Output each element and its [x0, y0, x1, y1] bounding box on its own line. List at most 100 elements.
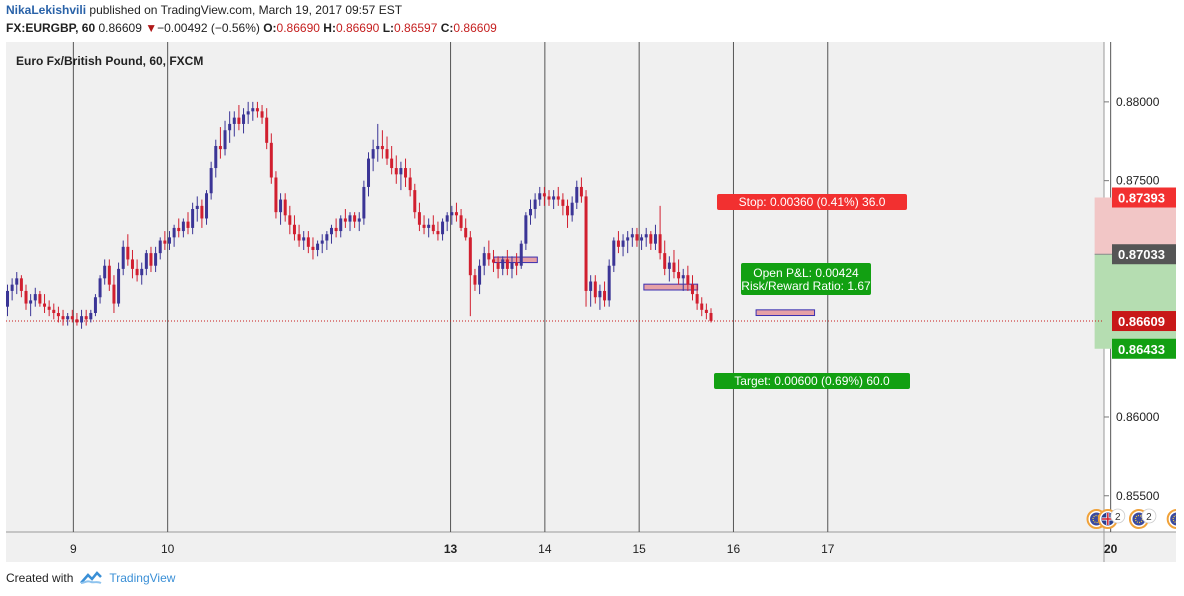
candle-body [228, 123, 232, 131]
candle-body [255, 108, 259, 112]
candle-body [269, 142, 273, 178]
candle-body [177, 227, 181, 232]
candle-body [195, 205, 199, 210]
price-tag-label: 0.87033 [1118, 247, 1165, 262]
chart-container[interactable]: 910131415161720212223240.880000.875000.8… [6, 42, 1184, 562]
chart-title: Euro Fx/British Pound, 60, FXCM [16, 54, 203, 68]
candle-body [66, 316, 70, 320]
price-tag-stop: 0.87393 [1112, 187, 1176, 208]
price-tag-entry: 0.87033 [1112, 244, 1176, 265]
stop-label: Stop: 0.00360 (0.41%) 36.0 [717, 194, 907, 210]
price-tag-bg [1112, 244, 1176, 265]
candle-body [112, 284, 116, 304]
candle-body [311, 246, 315, 250]
candle-body [237, 117, 241, 124]
low-value: 0.86597 [394, 21, 438, 35]
candle-body [251, 108, 255, 112]
candle-body [135, 268, 139, 276]
candle-body [98, 278, 102, 298]
candle-body [334, 227, 338, 232]
stop-label-text: Stop: 0.00360 (0.41%) 36.0 [739, 195, 886, 209]
price-tag-bg [1112, 187, 1176, 208]
candle-body [43, 303, 47, 307]
candle-body [459, 215, 463, 228]
candle-body [700, 303, 704, 310]
candle-body [616, 240, 620, 247]
candle-body [487, 253, 491, 260]
candle-body [61, 316, 65, 320]
candle-body [167, 237, 171, 244]
candle-body [445, 215, 449, 222]
candle-body [380, 145, 384, 150]
target-zone [1094, 254, 1184, 349]
symbol-label[interactable]: FX:EURGBP, 60 [6, 21, 96, 35]
eu-flag-icon [1166, 509, 1184, 529]
candle-body [172, 227, 176, 238]
stop-label-bg [717, 194, 907, 210]
symbol-info-line: FX:EURGBP, 60 0.86609 ▼−0.00492 (−0.56%)… [6, 21, 497, 35]
price-tag-label: 0.86433 [1118, 342, 1165, 357]
candle-body [394, 168, 398, 175]
candle-body [612, 240, 616, 266]
candle-body [6, 290, 9, 307]
x-tick-label: 20 [1104, 542, 1118, 556]
candle-body [653, 234, 657, 244]
candle-body [140, 268, 144, 276]
low-label: L: [382, 21, 395, 35]
candle-body [158, 240, 162, 254]
target-label-text: Target: 0.00600 (0.69%) 60.0 [734, 374, 890, 388]
candle-body [690, 284, 694, 295]
candle-body [408, 177, 412, 191]
price-chart[interactable]: 910131415161720212223240.880000.875000.8… [6, 42, 1184, 562]
price-tag-label: 0.87393 [1118, 191, 1165, 206]
candle-body [575, 186, 579, 203]
candle-body [491, 259, 495, 263]
candle-body [186, 221, 190, 228]
y-tick-label: 0.86000 [1116, 410, 1160, 424]
candle-body [75, 319, 79, 323]
candle-body [214, 145, 218, 169]
price-change: −0.00492 (−0.56%) [157, 21, 260, 35]
candle-body [80, 316, 84, 323]
candle-body [191, 209, 195, 228]
candle-body [242, 114, 246, 124]
candle-body [667, 262, 671, 269]
candle-body [431, 224, 435, 232]
candle-body [468, 237, 472, 276]
author-name[interactable]: NikaLekishvili [6, 3, 87, 17]
tradingview-logo-icon [80, 571, 103, 584]
candle-body [320, 240, 324, 244]
y-tick-label: 0.88000 [1116, 95, 1160, 109]
candle-body [357, 218, 361, 222]
candle-body [260, 111, 264, 118]
candle-body [436, 231, 440, 235]
candle-body [126, 246, 130, 260]
candle-body [677, 272, 681, 279]
candle-body [200, 205, 204, 219]
event-count: 2 [1115, 512, 1121, 523]
target-label: Target: 0.00600 (0.69%) 60.0 [714, 373, 910, 389]
candle-body [464, 227, 468, 238]
eu-flag-icon: 2 [1128, 508, 1157, 529]
candle-body [672, 262, 676, 273]
published-text: published on TradingView.com, March 19, … [89, 3, 403, 17]
candle-body [24, 290, 28, 304]
candle-body [223, 130, 227, 150]
candle-body [584, 196, 588, 291]
candle-body [316, 243, 320, 250]
candle-body [246, 111, 250, 115]
candle-body [302, 237, 306, 241]
candle-body [561, 199, 565, 206]
candle-body [404, 168, 408, 178]
pnl-label-line2: Risk/Reward Ratio: 1.67 [741, 279, 871, 293]
candle-body [348, 215, 352, 222]
candle-body [103, 265, 107, 279]
open-label: O: [263, 21, 277, 35]
price-tag-target: 0.86433 [1112, 338, 1176, 359]
target-label-bg [714, 373, 910, 389]
price-tag-bg [1112, 338, 1176, 359]
tradingview-link[interactable]: TradingView [109, 571, 176, 585]
candle-body [117, 268, 121, 304]
candle-body [441, 221, 445, 235]
candle-body [371, 149, 375, 159]
